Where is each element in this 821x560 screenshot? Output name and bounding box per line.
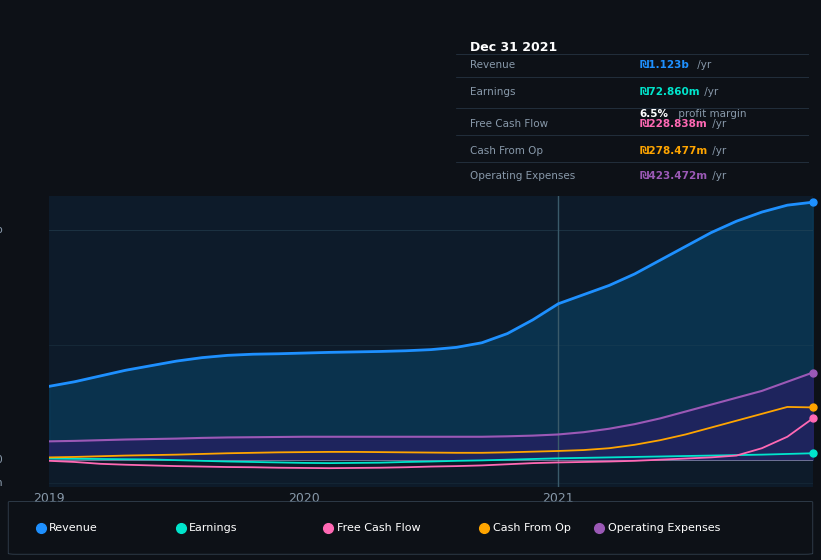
Text: profit margin: profit margin (675, 109, 746, 119)
Text: Free Cash Flow: Free Cash Flow (337, 523, 420, 533)
Text: ₪278.477m: ₪278.477m (640, 146, 708, 156)
Text: ₪1.123b: ₪1.123b (640, 60, 689, 69)
Text: -₪100m: -₪100m (0, 478, 3, 488)
Text: Earnings: Earnings (470, 87, 516, 97)
Text: Dec 31 2021: Dec 31 2021 (470, 41, 557, 54)
Text: 6.5%: 6.5% (640, 109, 668, 119)
Text: Revenue: Revenue (470, 60, 515, 69)
Text: Cash From Op: Cash From Op (493, 523, 571, 533)
Text: /yr: /yr (694, 60, 711, 69)
Text: ₪423.472m: ₪423.472m (640, 171, 708, 181)
Text: /yr: /yr (701, 87, 718, 97)
Text: /yr: /yr (709, 119, 727, 129)
Text: /yr: /yr (709, 171, 727, 181)
Text: ₪72.860m: ₪72.860m (640, 87, 699, 97)
Text: Cash From Op: Cash From Op (470, 146, 543, 156)
Text: Operating Expenses: Operating Expenses (608, 523, 720, 533)
Text: Revenue: Revenue (49, 523, 98, 533)
Text: ₪1b: ₪1b (0, 225, 3, 235)
Text: Free Cash Flow: Free Cash Flow (470, 119, 548, 129)
Text: Earnings: Earnings (189, 523, 237, 533)
Text: /yr: /yr (709, 146, 727, 156)
Text: ₪0: ₪0 (0, 455, 3, 465)
Text: Operating Expenses: Operating Expenses (470, 171, 575, 181)
Text: ₪228.838m: ₪228.838m (640, 119, 707, 129)
